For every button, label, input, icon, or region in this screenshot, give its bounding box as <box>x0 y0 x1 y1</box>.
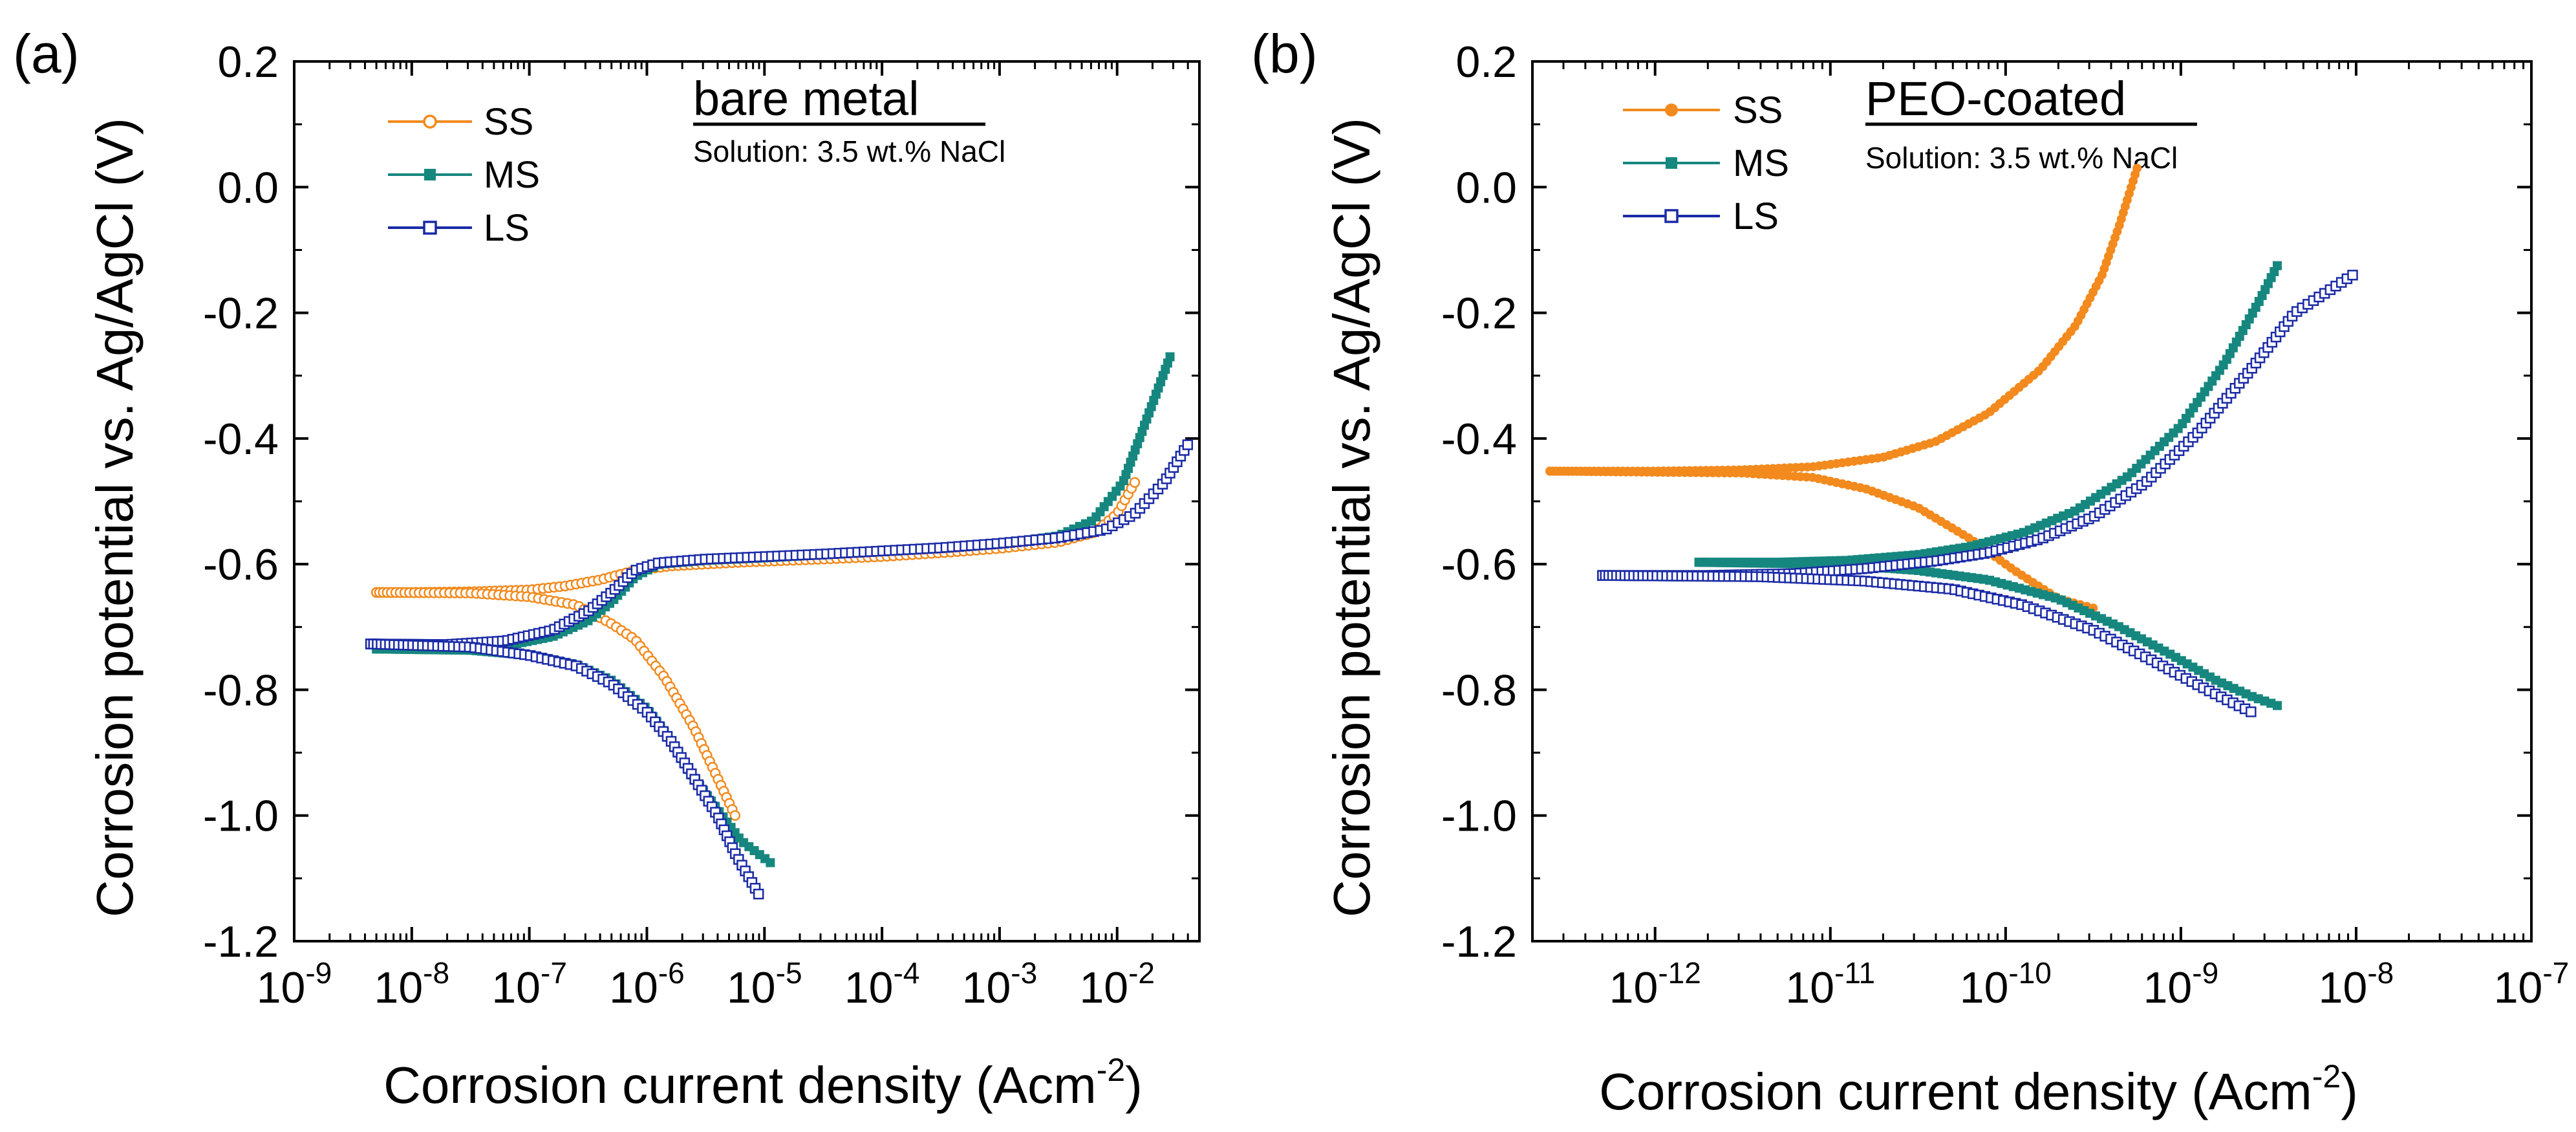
legend-label-ls: LS <box>1733 195 1779 237</box>
panel-b-y-tick-label: -1.0 <box>1441 792 1517 841</box>
data-point-ms <box>766 858 775 867</box>
panel-b-xlabel-close: ) <box>2341 1063 2358 1120</box>
legend-marker-ms <box>424 169 436 180</box>
panel-a-title: bare metal <box>693 72 919 125</box>
panel-b-legend: SS MS LS <box>1623 89 1789 237</box>
legend-label-ms: MS <box>484 154 540 196</box>
data-point-ls <box>1182 439 1194 450</box>
data-point-ls <box>753 888 764 900</box>
panel-b-y-tick-label: -1.2 <box>1441 917 1517 966</box>
data-point-ls <box>2246 706 2257 717</box>
panel-a-label: (a) <box>13 23 80 84</box>
legend-item-ms: MS <box>1623 142 1789 184</box>
panel-b-plot-frame <box>1531 60 2533 942</box>
panel-a-y-tick-label: -1.0 <box>203 792 279 841</box>
panel-b-label: (b) <box>1251 23 1318 84</box>
panel-b-x-tick-label: 10-9 <box>2143 956 2219 1012</box>
series-line-ms <box>375 355 1172 651</box>
data-point-ms <box>1165 352 1175 362</box>
legend-item-ls: LS <box>1623 195 1779 237</box>
panel-a-y-tick-label: -1.2 <box>203 917 279 966</box>
panel-a-x-tick-label: 10-8 <box>374 956 450 1012</box>
panel-b-y-tick-label: 0.2 <box>1455 38 1517 87</box>
panel-a-subtitle: Solution: 3.5 wt.% NaCl <box>693 135 1005 168</box>
legend-item-ss: SS <box>388 101 533 143</box>
series-line-ls <box>1601 274 2354 577</box>
panel-b-y-tick-label: -0.2 <box>1441 289 1517 338</box>
legend-marker-ss <box>1665 103 1678 116</box>
panel-a-xlabel-sup: -2 <box>1097 1052 1125 1088</box>
legend-item-ls: LS <box>388 207 530 249</box>
panel-b-y-tick-label: 0.0 <box>1455 163 1517 212</box>
panel-a-plot-frame <box>293 60 1201 942</box>
legend-marker-ls <box>1664 209 1679 223</box>
legend-label-ss: SS <box>484 101 533 143</box>
panel-a-x-tick-label: 10-2 <box>1079 956 1155 1012</box>
panel-a-xlabel: Corrosion current density (Acm-2) <box>383 1052 1143 1114</box>
panel-a-y-tick-label: -0.6 <box>203 540 279 589</box>
panel-b-title: PEO-coated <box>1865 72 2126 125</box>
panel-b-xlabel-main: Corrosion current density (Acm <box>1599 1063 2312 1120</box>
panel-b-ylabel: Corrosion potential vs. Ag/AgCl (V) <box>1323 118 1380 917</box>
panel-b-x-tick-label: 10-10 <box>1960 956 2052 1012</box>
legend-marker-ms <box>1666 157 1677 169</box>
panel-a-ylabel: Corrosion potential vs. Ag/AgCl (V) <box>86 118 144 917</box>
panel-a-x-tick-label: 10-5 <box>727 956 802 1012</box>
legend-marker-ls <box>423 221 437 235</box>
panel-a-xlabel-main: Corrosion current density (Acm <box>383 1056 1097 1114</box>
panel-b-y-tick-label: -0.4 <box>1441 415 1517 464</box>
panel-b-xlabel: Corrosion current density (Acm-2) <box>1599 1058 2358 1120</box>
data-point-ls <box>2347 270 2358 281</box>
data-point-ms <box>2272 261 2282 270</box>
panel-b-x-tick-label: 10-8 <box>2319 956 2394 1012</box>
panel-b: (b) Corrosion potential vs. Ag/AgCl (V) … <box>1251 23 2569 1120</box>
panel-a-legend: SS MS LS <box>388 101 540 249</box>
panel-b-x-tick-label: 10-7 <box>2494 956 2570 1012</box>
legend-label-ls: LS <box>484 207 530 249</box>
data-point-ss <box>1129 477 1141 488</box>
data-point-ss <box>729 810 741 821</box>
panel-a-x-tick-label: 10-9 <box>257 956 332 1012</box>
panel-a-x-tick-label: 10-3 <box>962 956 1038 1012</box>
legend-label-ss: SS <box>1733 89 1783 131</box>
legend-item-ms: MS <box>388 154 540 196</box>
panel-b-x-tick-label: 10-11 <box>1785 956 1875 1012</box>
legend-marker-ss <box>423 114 437 129</box>
panel-a-y-tick-label: -0.2 <box>203 289 279 338</box>
panel-a-y-tick-label: 0.2 <box>217 38 279 87</box>
series-line-ls <box>369 642 760 896</box>
panel-a-x-tick-label: 10-7 <box>491 956 567 1012</box>
panel-b-y-tick-label: -0.8 <box>1441 666 1517 715</box>
panel-b-x-tick-label: 10-12 <box>1609 956 1701 1012</box>
panel-b-subtitle: Solution: 3.5 wt.% NaCl <box>1865 141 2178 175</box>
panel-a-y-tick-label: -0.8 <box>203 666 279 715</box>
panel-a-x-tick-label: 10-4 <box>844 956 920 1012</box>
panel-b-xlabel-sup: -2 <box>2312 1058 2341 1094</box>
series-line-ss <box>1549 167 2139 473</box>
panel-a-y-tick-label: 0.0 <box>217 163 279 212</box>
panel-a: (a) Corrosion potential vs. Ag/AgCl (V) … <box>13 23 1201 1114</box>
data-point-ms <box>2272 701 2282 710</box>
data-point-ss <box>2132 164 2142 173</box>
legend-label-ms: MS <box>1733 142 1789 184</box>
panel-b-y-tick-label: -0.6 <box>1441 540 1517 589</box>
panel-a-x-tick-label: 10-6 <box>609 956 685 1012</box>
panel-a-y-tick-label: -0.4 <box>203 415 279 464</box>
legend-item-ss: SS <box>1623 89 1783 131</box>
panel-a-xlabel-close: ) <box>1125 1056 1143 1114</box>
